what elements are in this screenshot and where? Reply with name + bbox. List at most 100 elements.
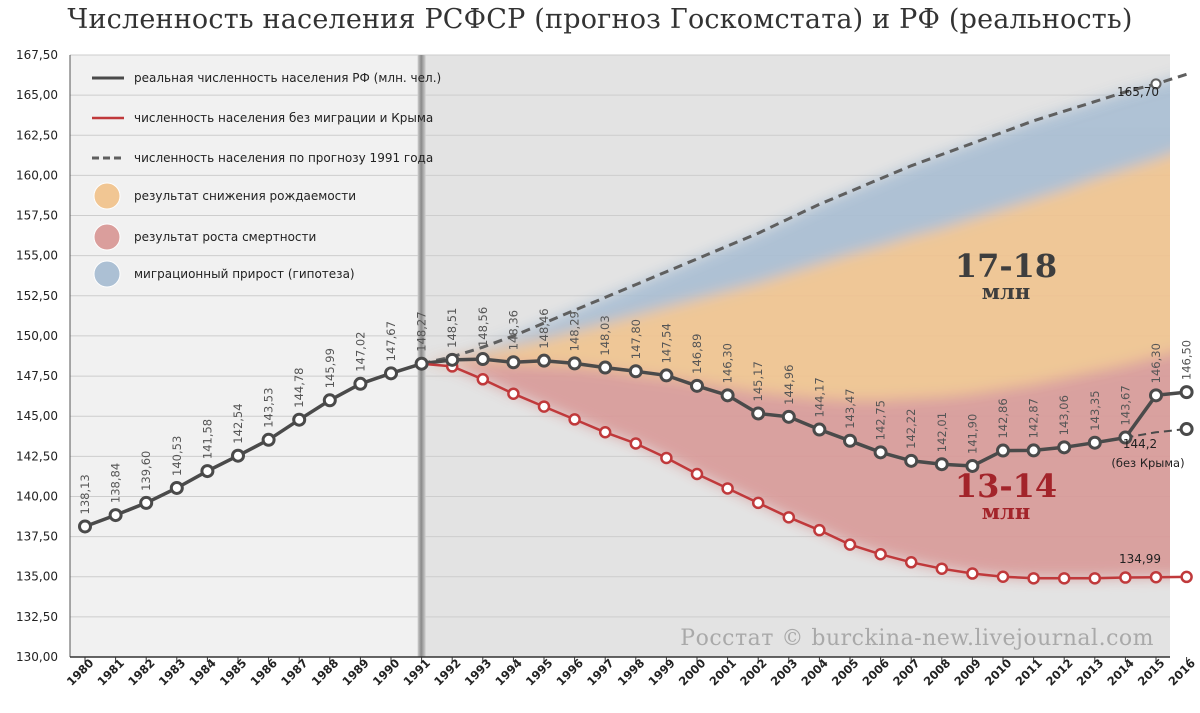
legend: реальная численность населения РФ (млн. … (92, 71, 441, 288)
x-tick-label: 2015 (1135, 656, 1168, 689)
x-tick-label: 1988 (309, 656, 342, 689)
real-population-point (843, 433, 857, 448)
real-population-point (1057, 440, 1072, 455)
forecast-line (421, 72, 1188, 366)
no-migration-point (568, 413, 581, 426)
real-population-point (751, 406, 766, 421)
real-population-point (506, 355, 521, 370)
real-data-label: 144,78 (292, 367, 306, 407)
real-population-point (628, 364, 643, 379)
x-tick-label: 1983 (156, 656, 189, 689)
x-tick-label: 1984 (186, 656, 219, 689)
no-migration-point (904, 556, 918, 569)
legend-label-forecast: численность населения по прогнозу 1991 г… (134, 151, 433, 165)
real-population-point (414, 356, 429, 371)
annotation-no-crimea-note: (без Крыма) (1111, 456, 1184, 470)
real-data-label: 147,67 (384, 321, 398, 361)
no-migration-point (996, 570, 1010, 583)
real-population-point (904, 453, 919, 468)
birth-band (421, 154, 1171, 401)
real-population-point (965, 458, 980, 473)
annotation-no-crimea-value: 144,2 (1123, 437, 1157, 451)
y-tick-label: 145,00 (16, 409, 58, 423)
real-population-point (690, 378, 704, 393)
x-tick-label: 2006 (860, 656, 893, 689)
real-data-label: 148,03 (598, 315, 612, 355)
no-migration-point (1027, 572, 1040, 585)
real-data-label: 148,46 (537, 308, 551, 348)
legend-birth-swatch (93, 182, 121, 210)
real-data-label: 143,53 (262, 388, 276, 428)
real-population-point (353, 376, 368, 391)
no-migration-point (1149, 570, 1163, 584)
legend-label-nomig: численность населения без миграции и Кры… (134, 111, 433, 125)
real-data-label: 144,96 (782, 365, 796, 405)
y-tick-label: 135,00 (16, 570, 58, 584)
no-migration-point (843, 538, 857, 551)
x-tick-label: 1982 (125, 656, 158, 689)
y-tick-label: 132,50 (16, 610, 58, 624)
no-migration-point (1119, 571, 1132, 584)
real-population-point (322, 393, 337, 408)
x-tick-label: 1985 (217, 656, 250, 689)
no-migration-point (782, 511, 796, 524)
annotation-forecast-2015: 165,70 (1117, 85, 1159, 99)
y-tick-label: 150,00 (16, 329, 58, 343)
real-population-point (1087, 435, 1102, 450)
no-migration-point (966, 567, 979, 580)
x-tick-label: 1997 (584, 656, 617, 689)
x-tick-label: 2014 (1104, 656, 1137, 689)
real-data-label: 148,51 (445, 308, 459, 348)
real-population-point (567, 356, 582, 371)
annotation-no-migration-end: 134,99 (1119, 552, 1161, 566)
real-data-label: 146,30 (1149, 343, 1163, 383)
no-migration-point (629, 437, 643, 450)
real-data-label: 147,80 (629, 319, 643, 359)
real-data-label: 148,56 (476, 307, 490, 347)
real-population-point (261, 432, 276, 447)
band-soft-group (421, 79, 1171, 579)
x-tick-label: 1980 (64, 656, 97, 689)
x-tick-label: 1986 (248, 656, 281, 689)
no-migration-point (1180, 570, 1193, 584)
real-data-label: 148,29 (568, 311, 582, 351)
x-tick-label: 2009 (951, 656, 984, 689)
no-migration-point (660, 451, 673, 465)
x-tick-label: 2002 (737, 656, 770, 689)
real-data-label: 142,22 (904, 409, 918, 449)
y-tick-label: 142,50 (16, 449, 58, 463)
real-data-label: 145,17 (751, 361, 765, 401)
x-tick-label: 1987 (278, 656, 311, 689)
real-data-label: 138,84 (109, 463, 123, 503)
no-migration-point (476, 373, 490, 386)
y-tick-label: 137,50 (16, 530, 58, 544)
x-tick-label: 2010 (982, 656, 1015, 689)
no-migration-point (721, 482, 734, 495)
x-tick-label: 2005 (829, 656, 862, 689)
real-data-label: 148,36 (506, 310, 520, 350)
real-population-point (1179, 385, 1194, 400)
x-tick-label: 1995 (523, 656, 556, 689)
real-population-point (720, 388, 735, 403)
real-data-label: 145,99 (323, 348, 337, 388)
real-data-label: 138,13 (78, 474, 92, 514)
series-points (78, 78, 1194, 585)
no-migration-point (813, 523, 826, 537)
real-population-point (781, 409, 796, 424)
legend-label-real: реальная численность населения РФ (млн. … (134, 71, 441, 85)
x-tick-label: 2001 (707, 656, 740, 689)
real-data-label: 142,01 (935, 412, 949, 452)
real-data-label: 146,30 (721, 343, 735, 383)
chart-title: Численность населения РСФСР (прогноз Гос… (67, 4, 1133, 35)
real-population-point (934, 457, 949, 472)
real-population-point (1149, 388, 1163, 403)
x-tick-label: 1996 (554, 656, 587, 689)
y-tick-label: 162,50 (16, 128, 58, 142)
era-divider (417, 55, 426, 657)
no-migration-point (507, 387, 520, 400)
x-tick-label: 2000 (676, 656, 709, 689)
real-population-point (659, 368, 674, 383)
y-tick-label: 155,00 (16, 249, 58, 263)
